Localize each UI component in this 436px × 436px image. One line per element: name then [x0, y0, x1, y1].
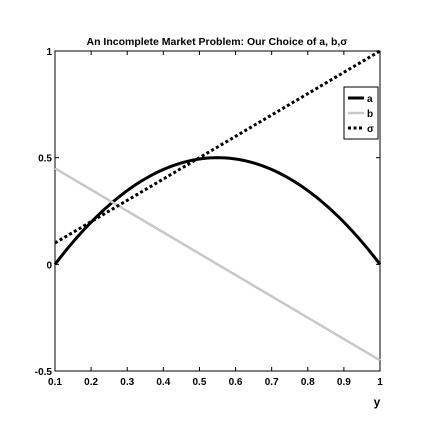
chart-title: An Incomplete Market Problem: Our Choice… [87, 36, 348, 48]
legend: abσ [343, 86, 379, 140]
y-tick-label: 0.5 [38, 154, 52, 165]
x-tick-label: 0.7 [265, 377, 279, 388]
x-tick-label: 0.8 [301, 377, 315, 388]
y-tick-label: -0.5 [35, 367, 53, 378]
axis-ticks: 0.1 0.2 0.3 0.4 0.5 0.6 0.7 0.8 0.9 1 -0.5 0 0.5 1 [35, 47, 383, 388]
x-tick-label: 0.4 [156, 377, 170, 388]
x-tick-label: 1 [377, 377, 383, 388]
series-line-b [54, 167, 381, 362]
legend-label: b [367, 109, 373, 120]
x-tick-label: 0.9 [337, 377, 351, 388]
x-axis-label: y [374, 395, 381, 409]
legend-label: a [367, 94, 373, 105]
x-tick-label: 0.5 [192, 377, 206, 388]
x-tick-label: 0.3 [120, 377, 134, 388]
series-line-a [53, 156, 382, 266]
x-tick-label: 0.6 [229, 377, 243, 388]
legend-label: σ [367, 124, 374, 135]
x-tick-label: 0.1 [48, 377, 62, 388]
series-layer [53, 49, 382, 362]
x-tick-label: 0.2 [84, 377, 98, 388]
y-tick-label: 0 [46, 260, 52, 271]
series-line-sigma [54, 49, 381, 245]
y-tick-label: 1 [46, 47, 52, 58]
